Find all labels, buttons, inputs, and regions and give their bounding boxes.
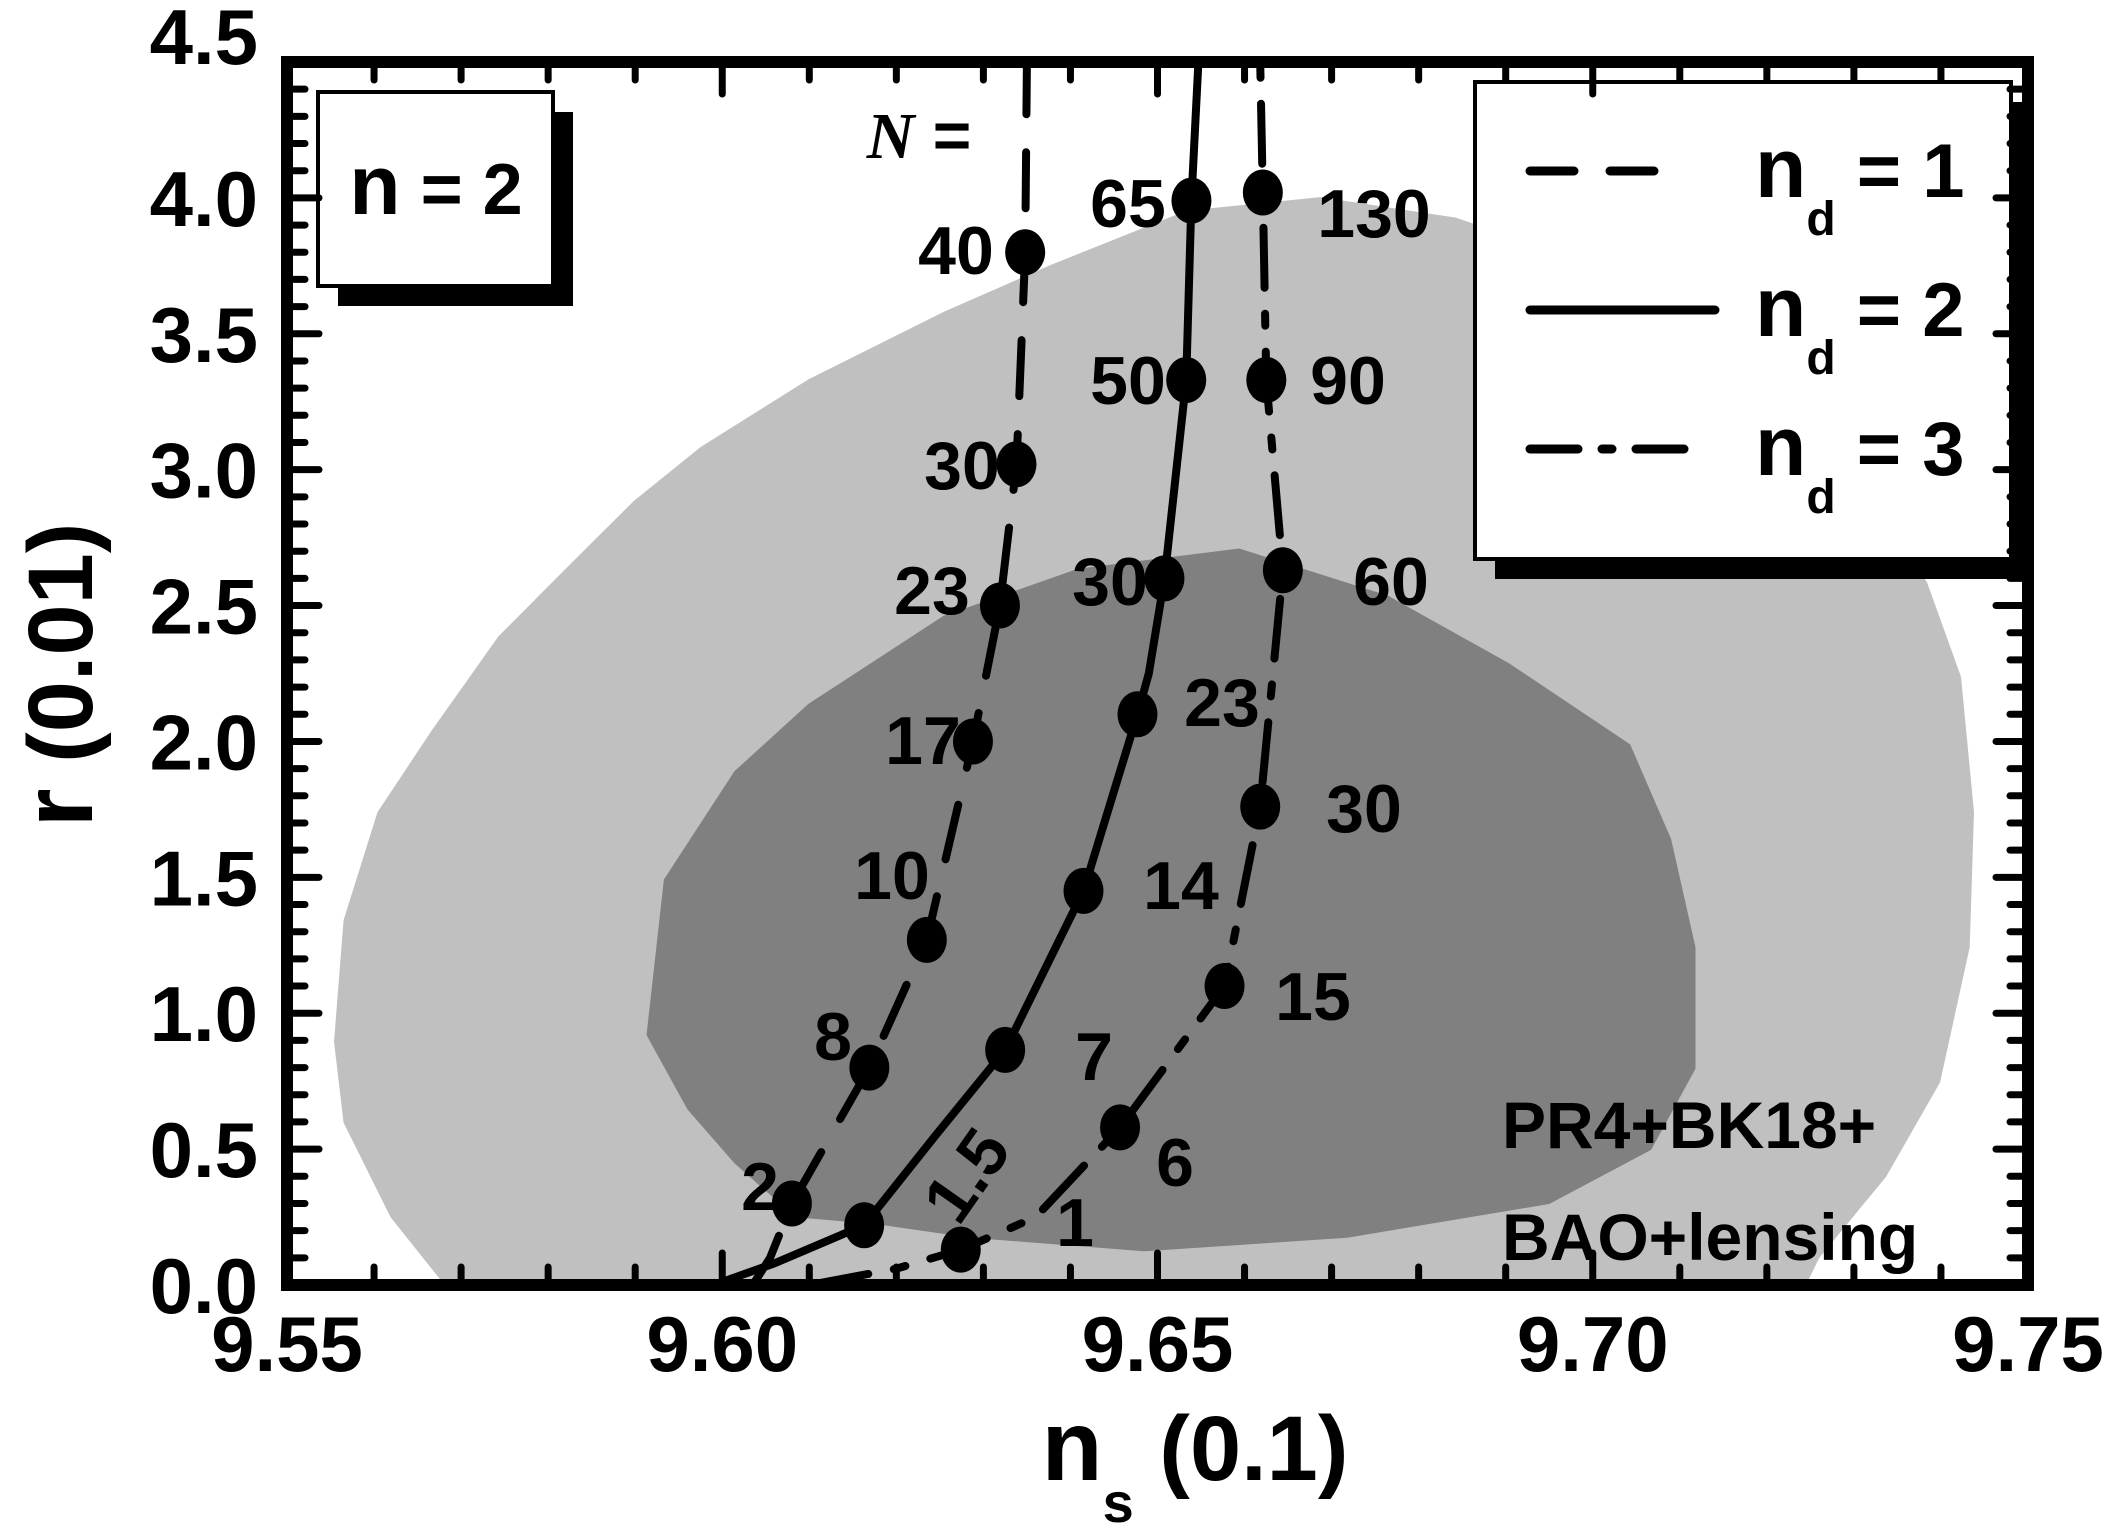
- y-tick-label: 0.0: [150, 1242, 258, 1330]
- marker-nd1-N40: [1005, 229, 1046, 276]
- marker-nd1-N8: [849, 1044, 890, 1091]
- y-axis-label: r (0.01): [2, 523, 114, 828]
- data-point-markers: [771, 169, 1303, 1273]
- label-nd3-N30: 30: [1326, 771, 1402, 847]
- label-nd2-N65: 65: [1090, 166, 1166, 242]
- label-nd2-N7: 7: [1075, 1019, 1113, 1095]
- n-efolds-annotation: N =: [866, 98, 972, 173]
- marker-nd2-N23: [1117, 691, 1158, 738]
- y-tick-label: 0.5: [150, 1106, 258, 1194]
- marker-nd2-N7: [985, 1026, 1026, 1073]
- dataset-label-line2: BAO+lensing: [1502, 1200, 1918, 1274]
- marker-nd1-N17: [952, 718, 993, 765]
- dataset-label-line1: PR4+BK18+: [1502, 1088, 1876, 1162]
- marker-nd3-N15: [1204, 963, 1245, 1010]
- marker-nd3-N30: [1240, 783, 1281, 830]
- axes: 9.55 9.60 9.65 9.70 9.75 0.0 0.5 1.0 1.5 2.0 2.5 3.…: [150, 0, 2104, 1388]
- label-nd1-N2: 2: [741, 1149, 779, 1225]
- marker-nd3-N6: [1100, 1104, 1141, 1151]
- y-tick-label: 3.5: [150, 291, 258, 379]
- label-nd1-N8: 8: [814, 999, 852, 1075]
- marker-nd2-N65: [1171, 177, 1212, 224]
- marker-nd3-N1: [940, 1226, 981, 1273]
- marker-nd1-N23: [979, 582, 1020, 629]
- label-nd2-N14: 14: [1143, 848, 1219, 924]
- legend: nd = 1 nd = 2 nd = 3: [1473, 80, 2031, 579]
- y-tick-label: 4.5: [150, 0, 258, 81]
- curve-nd-1: [748, 62, 1031, 1285]
- marker-nd1-N30: [996, 441, 1037, 488]
- y-tick-label: 3.0: [150, 427, 258, 515]
- y-tick-label: 4.0: [150, 155, 258, 243]
- label-nd1-N17: 17: [885, 703, 961, 779]
- marker-nd1-N2: [771, 1180, 812, 1227]
- panel-label-frame: [316, 90, 555, 288]
- label-nd2-N30: 30: [1072, 544, 1148, 620]
- y-tick-label: 1.0: [150, 970, 258, 1058]
- y-tick-label: 2.0: [150, 698, 258, 786]
- panel-label: n = 2: [349, 138, 522, 232]
- marker-nd3-N90: [1246, 356, 1287, 403]
- x-tick-label: 9.55: [211, 1300, 363, 1388]
- marker-nd2-N1.5: [844, 1202, 885, 1249]
- marker-nd3-N60: [1262, 547, 1303, 594]
- marker-nd2-N50: [1166, 356, 1207, 403]
- legend-label-1: nd = 1: [1755, 121, 1965, 246]
- label-nd3-N90: 90: [1310, 343, 1386, 419]
- label-nd2-N23: 23: [1184, 665, 1260, 741]
- label-nd1-N30: 30: [924, 428, 1000, 504]
- panel-label-box: n = 2: [316, 90, 573, 306]
- contour-68: [646, 548, 1696, 1252]
- marker-nd2-N14: [1063, 867, 1104, 914]
- label-nd3-N130: 130: [1317, 176, 1430, 252]
- label-nd3-N15: 15: [1275, 959, 1351, 1035]
- marker-nd3-N130: [1242, 169, 1283, 216]
- marker-nd2-N30: [1144, 555, 1185, 602]
- legend-label-3: nd = 3: [1755, 399, 1965, 524]
- legend-label-2: nd = 2: [1755, 260, 1965, 385]
- y-tick-label: 2.5: [150, 563, 258, 651]
- label-nd3-N1: 1: [1056, 1185, 1094, 1261]
- label-nd1-N23: 23: [894, 553, 970, 629]
- axis-ticks: [283, 58, 2032, 1289]
- label-nd1-N10: 10: [854, 838, 930, 914]
- label-nd3-N60: 60: [1353, 544, 1429, 620]
- legend-frame: [1473, 80, 2013, 561]
- label-nd3-N6: 6: [1156, 1125, 1194, 1201]
- label-nd2-N50: 50: [1090, 343, 1166, 419]
- axis-tick-labels: 9.55 9.60 9.65 9.70 9.75 0.0 0.5 1.0 1.5 2.0 2.5 3.…: [150, 0, 2104, 1388]
- marker-nd1-N10: [906, 916, 947, 963]
- y-tick-label: 1.5: [150, 834, 258, 922]
- label-nd1-N40: 40: [918, 213, 994, 289]
- x-axis-label: ns (0.1): [1042, 1390, 1349, 1531]
- x-tick-label: 9.70: [1517, 1300, 1669, 1388]
- x-tick-label: 9.65: [1082, 1300, 1234, 1388]
- x-tick-label: 9.60: [646, 1300, 798, 1388]
- x-tick-label: 9.75: [1952, 1300, 2104, 1388]
